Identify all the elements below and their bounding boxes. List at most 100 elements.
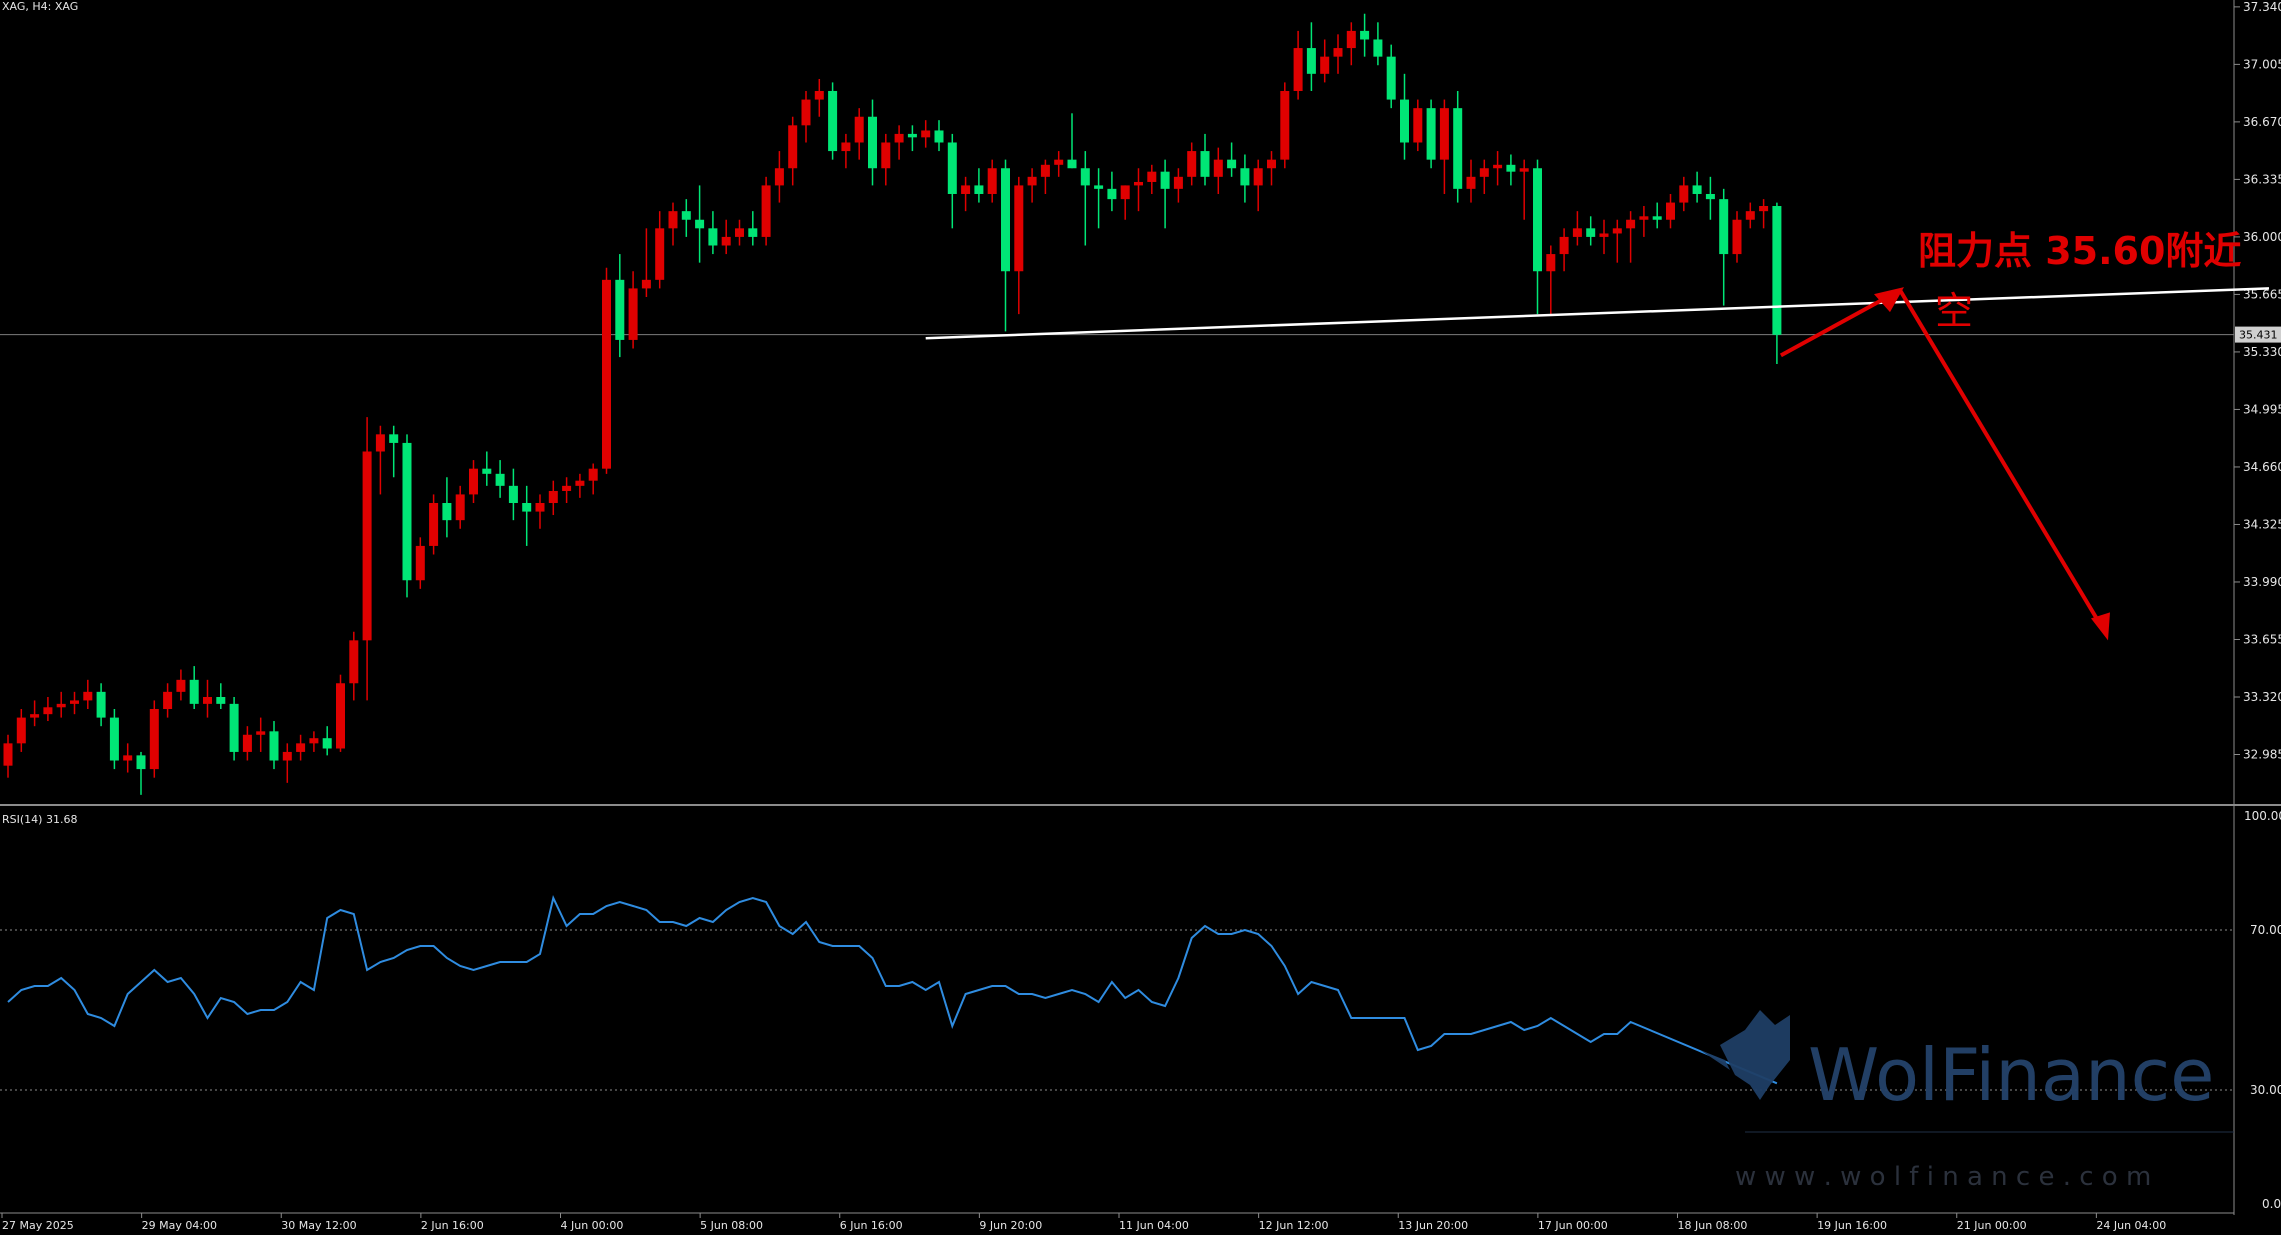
candle[interactable]	[1719, 188, 1729, 306]
candle[interactable]	[1692, 171, 1702, 203]
candle[interactable]	[322, 726, 332, 756]
time-axis[interactable]: 27 May 2025 29 May 04:00 30 May 12:00 2 Jun…	[1, 1213, 2166, 1232]
candle[interactable]	[801, 90, 811, 143]
candles-layer[interactable]	[3, 13, 1782, 795]
candle[interactable]	[1426, 99, 1436, 169]
candle[interactable]	[1213, 147, 1223, 194]
candle[interactable]	[349, 631, 359, 701]
candle[interactable]	[1080, 151, 1090, 246]
candle[interactable]	[602, 267, 611, 474]
candle[interactable]	[229, 696, 239, 761]
candle[interactable]	[309, 731, 319, 752]
candle[interactable]	[1054, 151, 1064, 177]
candle[interactable]	[96, 683, 106, 727]
candle[interactable]	[216, 683, 226, 710]
candle[interactable]	[721, 219, 731, 255]
candle[interactable]	[256, 717, 266, 752]
candle[interactable]	[1240, 154, 1250, 203]
candle[interactable]	[83, 679, 93, 710]
candle[interactable]	[1360, 13, 1370, 57]
candle[interactable]	[508, 468, 518, 521]
candle[interactable]	[1173, 168, 1183, 203]
candle[interactable]	[1652, 202, 1662, 229]
candle[interactable]	[1187, 142, 1197, 186]
candle[interactable]	[522, 485, 532, 546]
candle[interactable]	[1732, 211, 1742, 263]
candle[interactable]	[1745, 202, 1755, 229]
candle[interactable]	[588, 463, 598, 495]
candle[interactable]	[1320, 39, 1330, 83]
rsi-line[interactable]	[7, 895, 1778, 1085]
candle[interactable]	[1572, 211, 1582, 246]
candle[interactable]	[1386, 44, 1396, 109]
candle[interactable]	[136, 751, 146, 795]
candle[interactable]	[1293, 30, 1303, 100]
candle[interactable]	[1533, 159, 1542, 315]
candle[interactable]	[362, 417, 372, 701]
candle[interactable]	[1626, 211, 1636, 263]
candle[interactable]	[1679, 176, 1689, 212]
candle[interactable]	[1014, 176, 1024, 315]
candle[interactable]	[1346, 22, 1356, 66]
candle[interactable]	[695, 185, 705, 263]
candle[interactable]	[788, 116, 798, 186]
candle[interactable]	[3, 734, 13, 778]
candle[interactable]	[1479, 159, 1489, 194]
candle[interactable]	[242, 726, 252, 761]
candle[interactable]	[1466, 159, 1476, 203]
candle[interactable]	[123, 743, 133, 773]
candle[interactable]	[761, 176, 771, 246]
candle[interactable]	[854, 108, 864, 160]
candle[interactable]	[681, 199, 691, 237]
candle[interactable]	[282, 743, 292, 783]
candle[interactable]	[455, 485, 465, 529]
candle[interactable]	[1333, 34, 1343, 74]
candle[interactable]	[1599, 219, 1609, 255]
candle[interactable]	[1546, 245, 1556, 315]
candle[interactable]	[163, 683, 173, 718]
candle[interactable]	[961, 176, 971, 212]
candle[interactable]	[615, 254, 625, 358]
candle[interactable]	[1027, 168, 1037, 203]
candle[interactable]	[668, 202, 678, 246]
candle[interactable]	[735, 219, 744, 246]
candle[interactable]	[415, 537, 425, 589]
candle[interactable]	[70, 691, 79, 715]
candle[interactable]	[641, 228, 651, 297]
candle[interactable]	[535, 494, 545, 529]
candle[interactable]	[974, 168, 984, 203]
candle[interactable]	[987, 159, 997, 203]
candle[interactable]	[894, 125, 904, 160]
candle[interactable]	[1267, 151, 1276, 186]
candle[interactable]	[269, 721, 279, 770]
candle[interactable]	[16, 709, 26, 752]
candle[interactable]	[1772, 202, 1782, 364]
candle[interactable]	[814, 78, 824, 117]
candle[interactable]	[1413, 99, 1423, 152]
candle[interactable]	[774, 151, 784, 203]
candle[interactable]	[1759, 199, 1769, 229]
candle[interactable]	[1200, 133, 1210, 186]
candle[interactable]	[482, 451, 492, 486]
candle[interactable]	[828, 82, 838, 160]
candle[interactable]	[495, 460, 505, 498]
candle[interactable]	[841, 133, 851, 169]
candle[interactable]	[1107, 171, 1117, 212]
candle[interactable]	[1519, 159, 1529, 220]
candle[interactable]	[429, 494, 439, 555]
candle[interactable]	[934, 120, 944, 152]
candle[interactable]	[575, 473, 585, 498]
candle[interactable]	[176, 669, 186, 701]
candle[interactable]	[1559, 228, 1569, 272]
candle[interactable]	[1306, 22, 1316, 91]
candle[interactable]	[109, 709, 119, 770]
candle[interactable]	[1439, 99, 1449, 194]
candle[interactable]	[389, 425, 399, 478]
trendline[interactable]	[925, 287, 2270, 340]
candle[interactable]	[868, 99, 877, 186]
candle[interactable]	[1134, 168, 1143, 212]
candle[interactable]	[336, 674, 345, 752]
candle[interactable]	[1040, 159, 1050, 194]
candle[interactable]	[1493, 151, 1503, 186]
candle[interactable]	[56, 691, 66, 718]
